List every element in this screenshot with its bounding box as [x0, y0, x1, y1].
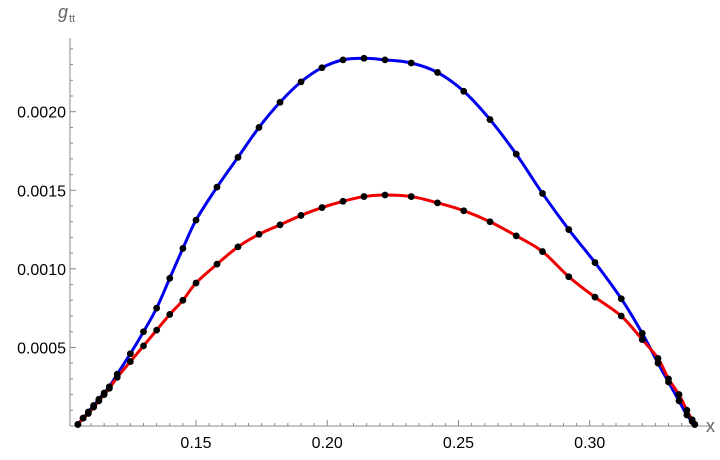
series-1-point — [276, 98, 284, 106]
series-1-point — [683, 411, 691, 419]
series-2-point — [360, 193, 368, 200]
series-2-point — [665, 375, 672, 383]
series-2-point — [234, 243, 242, 251]
series-2-point — [113, 373, 121, 381]
series-2-line — [76, 193, 697, 426]
series-1-point — [539, 190, 546, 197]
series-1-point — [318, 64, 326, 72]
series-2-point — [213, 260, 221, 268]
series-2-point — [591, 293, 599, 301]
y-axis-label: g — [58, 2, 68, 22]
series-1-point — [381, 56, 389, 64]
series-2-point — [84, 410, 92, 417]
series-2-point — [683, 406, 691, 414]
x-tick-label: 0.20 — [312, 435, 343, 452]
series-2-point — [339, 197, 347, 205]
series-2-point — [539, 248, 546, 255]
series-2-point — [297, 212, 305, 219]
series-1-point — [407, 59, 415, 67]
series-2-point — [654, 355, 662, 362]
series-1-point — [617, 295, 625, 303]
series-1-point — [638, 329, 646, 337]
series-2-point — [381, 191, 389, 199]
x-tick-label: 0.25 — [443, 435, 474, 452]
series-1-point — [234, 153, 242, 161]
series-2-point — [126, 358, 134, 365]
series-1-point — [654, 359, 662, 367]
series-1-point — [140, 328, 147, 336]
series-1-point — [591, 259, 599, 266]
series-2-point — [276, 221, 284, 229]
series-2-point — [460, 207, 468, 215]
series-2-point — [153, 326, 161, 334]
series-1-point — [565, 226, 573, 233]
series-2-point — [105, 384, 113, 392]
series-2-point — [512, 232, 520, 240]
series-2-point — [192, 279, 200, 287]
series-2-point — [638, 336, 646, 343]
y-tick-label: 0.0015 — [17, 183, 66, 200]
series-1-point — [675, 397, 683, 405]
series-2-point — [318, 204, 326, 211]
series-2-point — [179, 296, 187, 304]
series-2-point — [434, 199, 441, 207]
series-1-point — [460, 87, 468, 95]
series-2-point — [565, 273, 573, 281]
y-tick-label: 0.0010 — [17, 262, 66, 279]
series-1-point — [166, 274, 174, 282]
series-2-point — [95, 397, 103, 405]
series-1-point — [486, 116, 494, 123]
series-2-point — [407, 193, 415, 200]
series-2-point — [675, 391, 683, 398]
series-layer — [74, 54, 699, 428]
y-axis-label-subscript: tt — [69, 13, 75, 25]
series-2-point — [691, 421, 699, 428]
x-tick-label: 0.15 — [180, 435, 211, 452]
series-2-point — [140, 342, 147, 350]
series-1-point — [255, 124, 263, 131]
labels: 0.15 0.20 0.25 0.30 0.0005 0.0010 0.0015 0.0020… — [17, 2, 715, 452]
series-2-point — [166, 311, 174, 318]
series-1-point — [126, 350, 134, 358]
y-tick-label: 0.0020 — [17, 105, 66, 122]
series-1-point — [179, 245, 187, 252]
series-1-point — [434, 69, 441, 76]
series-1-point — [339, 56, 347, 64]
series-2-point — [255, 230, 263, 238]
x-axis-label: x — [706, 416, 715, 436]
series-1-point — [512, 150, 520, 158]
series-2-point — [74, 421, 82, 428]
series-1-line — [76, 56, 696, 426]
x-tick-label: 0.30 — [574, 435, 605, 452]
y-tick-label: 0.0005 — [17, 340, 66, 357]
series-2-point — [90, 403, 98, 411]
series-2-point — [486, 218, 494, 226]
series-2-point — [100, 391, 108, 398]
series-1-point — [297, 78, 305, 86]
series-1-point — [153, 304, 161, 312]
series-2-point — [617, 312, 625, 320]
series-2-point — [79, 414, 87, 422]
axes — [69, 38, 710, 427]
series-1-point — [213, 183, 221, 191]
series-1-point — [192, 216, 200, 224]
series-1-point — [360, 54, 368, 62]
